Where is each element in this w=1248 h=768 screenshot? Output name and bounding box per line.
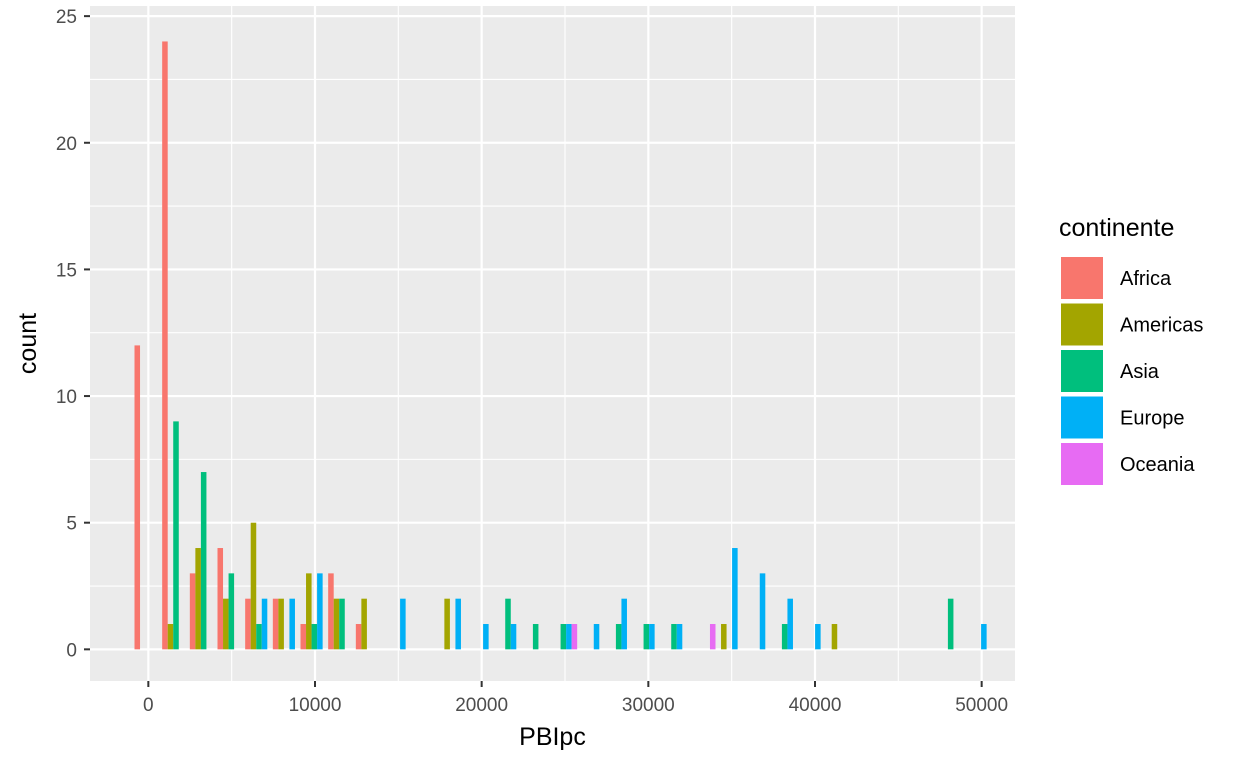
bar-americas [306, 573, 312, 650]
bar-americas [444, 598, 450, 650]
bar-americas [831, 624, 838, 650]
legend-label-europe: Europe [1120, 408, 1185, 430]
bar-asia [615, 624, 622, 650]
y-tick-label: 5 [66, 514, 77, 535]
bar-oceania [709, 624, 716, 650]
legend-key-americas [1059, 301, 1105, 348]
bar-europe [649, 624, 655, 650]
x-tick-label: 20000 [455, 695, 508, 716]
y-tick-labels: 0 5 10 15 20 25 [56, 7, 77, 661]
legend-label-americas: Americas [1120, 315, 1203, 337]
panel-background [90, 6, 1015, 681]
bar-europe [317, 573, 323, 650]
bar-africa [162, 41, 168, 650]
y-tick-label: 15 [56, 260, 77, 281]
legend-label-oceania: Oceania [1120, 454, 1195, 476]
bar-europe [732, 548, 738, 650]
bar-europe [676, 624, 683, 650]
x-axis-title: PBIpc [519, 723, 586, 751]
bar-africa [134, 345, 141, 650]
bar-asia [643, 624, 650, 650]
grid-major [90, 6, 1015, 681]
x-tick-label: 0 [143, 695, 154, 716]
y-tick-label: 20 [56, 134, 77, 155]
x-tick-label: 40000 [789, 695, 842, 716]
bar-africa [245, 598, 251, 650]
bar-europe [787, 598, 793, 650]
bars [134, 41, 987, 650]
x-tick-label: 10000 [289, 695, 342, 716]
bar-americas [278, 598, 284, 650]
legend-title: continente [1059, 214, 1174, 242]
bar-europe [400, 598, 406, 650]
bar-europe [566, 624, 572, 650]
bar-asia [173, 421, 179, 650]
bar-americas [333, 598, 340, 650]
bar-americas [167, 624, 174, 650]
bar-asia [505, 598, 511, 650]
legend-key-asia [1059, 348, 1105, 394]
bar-asia [311, 624, 318, 650]
y-tick-label: 0 [66, 640, 77, 661]
bar-americas [223, 598, 229, 650]
axis-ticks [84, 15, 983, 687]
grid-minor [90, 6, 1015, 681]
legend-key-africa [1059, 255, 1105, 301]
bar-africa [217, 548, 224, 650]
bar-americas [250, 522, 257, 650]
bar-asia [532, 624, 539, 650]
bar-americas [195, 548, 201, 650]
bar-asia [228, 573, 235, 650]
bar-europe [759, 573, 766, 650]
x-tick-label: 30000 [622, 695, 675, 716]
bar-africa [272, 598, 279, 650]
legend-label-asia: Asia [1120, 361, 1160, 383]
bar-asia [339, 598, 345, 650]
legend-key-europe [1059, 394, 1105, 441]
bar-americas [721, 624, 727, 650]
bar-asia [781, 624, 788, 650]
y-tick-label: 10 [56, 387, 77, 408]
bar-africa [189, 573, 196, 650]
x-tick-labels: 0 10000 20000 30000 40000 50000 [143, 695, 1008, 716]
bar-asia [200, 472, 207, 650]
bar-americas [361, 598, 367, 650]
bar-europe [289, 598, 295, 650]
bar-europe [510, 624, 517, 650]
legend-key-oceania [1059, 441, 1105, 487]
bar-europe [593, 624, 600, 650]
bar-asia [947, 598, 954, 650]
bar-europe [483, 624, 489, 650]
bar-europe [815, 624, 821, 650]
bar-africa [300, 624, 307, 650]
y-axis-title: count [14, 313, 42, 374]
bar-asia [671, 624, 677, 650]
bar-africa [328, 573, 334, 650]
bar-oceania [571, 624, 578, 650]
bar-africa [355, 624, 362, 650]
legend: Africa Americas Asia Europe Oceania [1059, 255, 1203, 487]
bar-asia [256, 624, 262, 650]
bar-asia [560, 624, 567, 650]
x-tick-label: 50000 [955, 695, 1008, 716]
y-tick-label: 25 [56, 7, 77, 28]
legend-label-africa: Africa [1120, 268, 1172, 290]
bar-europe [981, 624, 987, 650]
bar-europe [455, 598, 461, 650]
bar-europe [621, 598, 627, 650]
bar-europe [261, 598, 268, 650]
